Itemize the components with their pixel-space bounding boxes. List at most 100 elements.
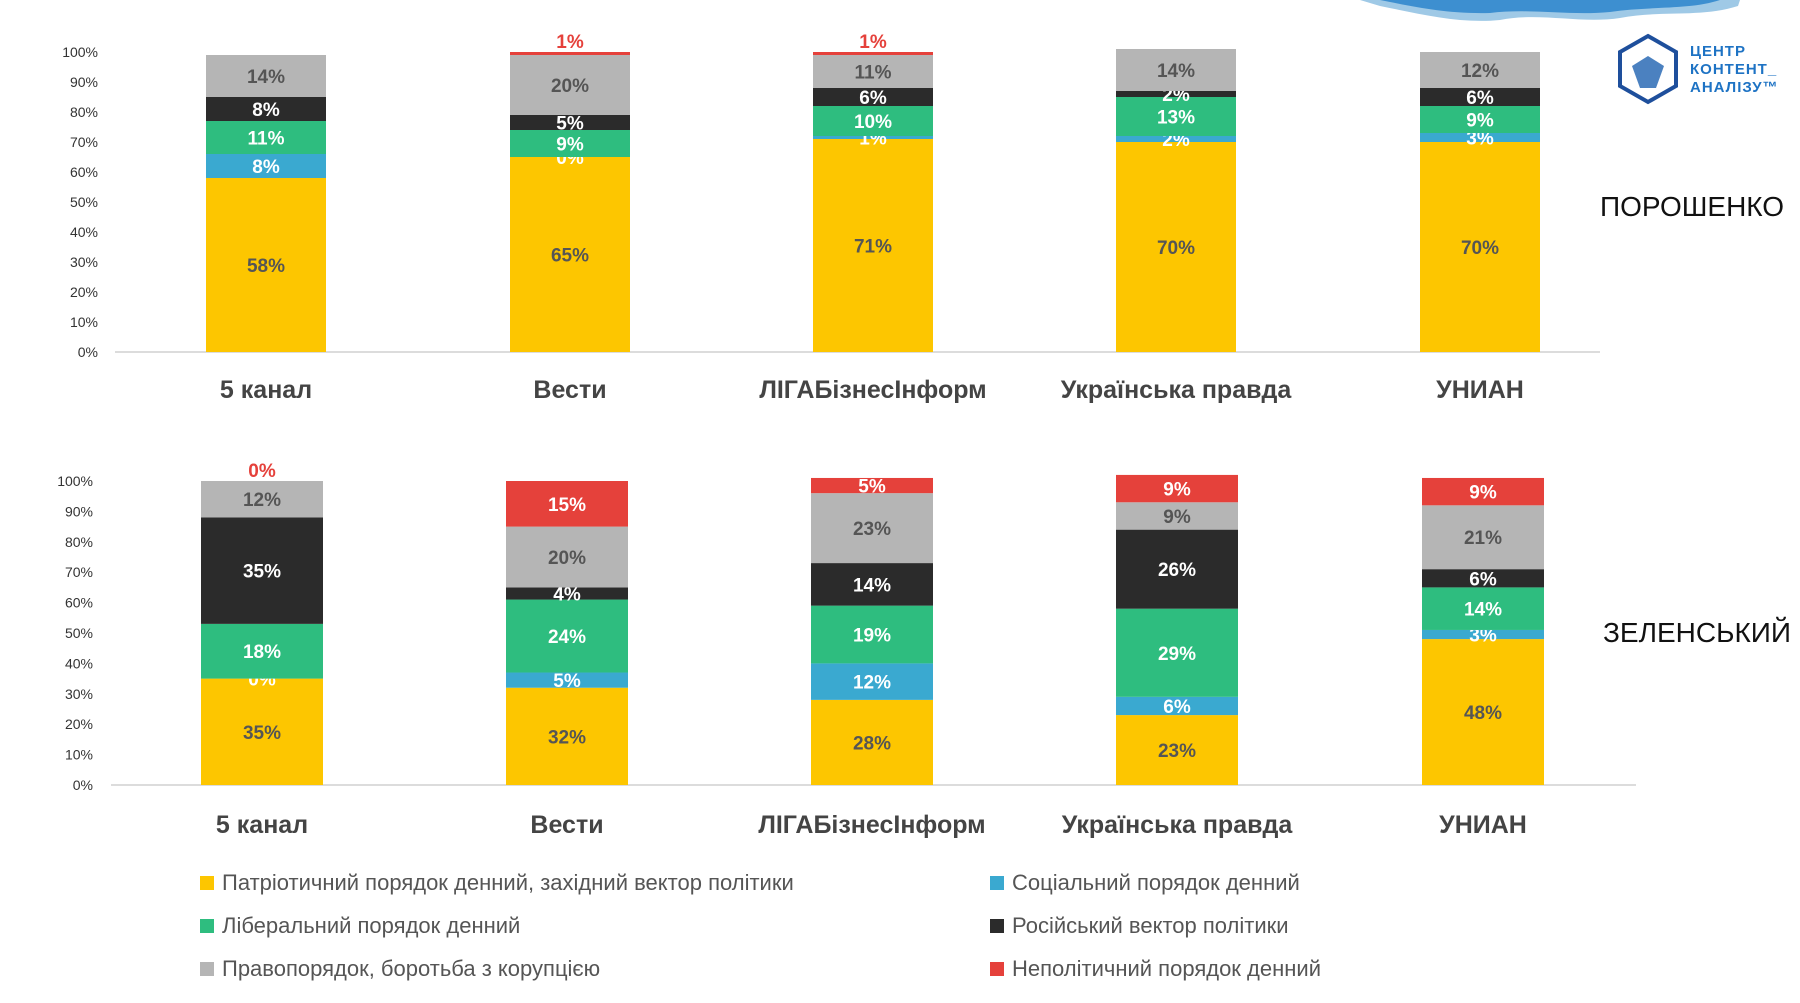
bar-segment-law <box>1420 52 1540 88</box>
bar-segment-russian <box>811 563 933 606</box>
legend-label-patriotic: Патріотичний порядок денний, західний ве… <box>222 870 794 895</box>
data-label-patriotic: 32% <box>548 727 586 748</box>
logo-line-3: АНАЛІЗУ™ <box>1690 79 1779 96</box>
data-label-law: 12% <box>243 490 281 511</box>
legend-swatch-russian <box>990 919 1004 933</box>
data-label-nonpolitical: 1% <box>859 32 887 53</box>
bar-segment-social <box>1420 133 1540 142</box>
legend-item-nonpolitical: Неполітичний порядок денний <box>990 956 1321 982</box>
bar-segment-patriotic <box>1116 715 1238 785</box>
data-label-law: 14% <box>247 67 285 88</box>
bar-segment-liberal <box>1420 106 1540 133</box>
legend-item-social: Соціальний порядок денний <box>990 870 1300 896</box>
bar-segment-patriotic <box>1116 142 1236 352</box>
bar-segment-russian <box>1116 91 1236 97</box>
bar-segment-law <box>201 481 323 518</box>
category-label: Українська правда <box>1062 811 1294 839</box>
data-label-patriotic: 71% <box>854 237 892 258</box>
legend-label-nonpolitical: Неполітичний порядок денний <box>1012 956 1321 981</box>
chart-poroshenko: ПОРОШЕНКО 0% 10% 20% 30% 40% 50% 60% 70% 80% 90% 1… <box>62 32 1784 404</box>
data-label-russian: 6% <box>1466 88 1494 109</box>
data-label-nonpolitical: 5% <box>858 477 886 498</box>
data-label-nonpolitical: 15% <box>548 495 586 516</box>
legend-item-russian: Російський вектор політики <box>990 913 1289 939</box>
bar-segment-social <box>1116 136 1236 142</box>
bar-segment-liberal <box>1422 587 1544 630</box>
data-label-patriotic: 58% <box>247 256 285 277</box>
category-label: 5 канал <box>216 811 308 839</box>
data-label-patriotic: 28% <box>853 733 891 754</box>
data-label-social: 12% <box>853 673 891 694</box>
bar-segment-nonpolitical <box>506 481 628 527</box>
data-label-law: 20% <box>551 76 589 97</box>
data-label-law: 12% <box>1461 61 1499 82</box>
data-label-liberal: 14% <box>1464 600 1502 621</box>
data-label-patriotic: 70% <box>1157 238 1195 259</box>
data-label-patriotic: 48% <box>1464 703 1502 724</box>
data-label-liberal: 24% <box>548 627 586 648</box>
bar-segment-law <box>1116 502 1238 530</box>
data-label-law: 11% <box>855 63 892 84</box>
data-label-russian: 35% <box>243 562 281 583</box>
bar-segment-liberal <box>206 121 326 154</box>
data-label-liberal: 10% <box>854 112 892 133</box>
y-tick-label: 0% <box>78 344 98 360</box>
legend-label-social: Соціальний порядок денний <box>1012 870 1300 895</box>
bar-segment-nonpolitical <box>1116 474 1238 503</box>
center-content-analysis-logo: ЦЕНТР КОНТЕНТ_ АНАЛІЗУ™ <box>1618 33 1779 105</box>
data-label-russian: 26% <box>1158 560 1196 581</box>
data-label-patriotic: 23% <box>1158 741 1196 762</box>
logo-line-1: ЦЕНТР <box>1690 43 1746 60</box>
legend-item-liberal: Ліберальний порядок денний <box>200 913 520 939</box>
data-label-social: 5% <box>553 671 581 692</box>
bar-segment-patriotic <box>201 678 323 785</box>
legend-label-russian: Російський вектор політики <box>1012 913 1289 938</box>
data-label-law: 9% <box>1163 507 1191 528</box>
y-tick-label: 100% <box>57 473 93 489</box>
bar-segment-russian <box>506 587 628 600</box>
y-tick-label: 20% <box>65 716 93 732</box>
data-label-law: 14% <box>1157 61 1195 82</box>
shield-logo-icon <box>1618 33 1678 105</box>
data-label-russian: 14% <box>853 575 891 596</box>
bar-segment-liberal <box>813 106 933 136</box>
data-label-law: 23% <box>853 519 891 540</box>
y-tick-label: 90% <box>65 503 93 519</box>
legend-swatch-liberal <box>200 919 214 933</box>
data-label-liberal: 18% <box>243 642 281 663</box>
bar-segment-patriotic <box>506 687 628 785</box>
y-tick-label: 30% <box>70 254 98 270</box>
legend-item-law: Правопорядок, боротьба з корупцією <box>200 956 600 982</box>
legend-swatch-nonpolitical <box>990 962 1004 976</box>
bar-segment-russian <box>1420 88 1540 106</box>
y-tick-label: 80% <box>65 534 93 550</box>
bar-segment-liberal <box>506 599 628 673</box>
bar-segment-law <box>811 493 933 564</box>
data-label-nonpolitical: 9% <box>1469 483 1497 504</box>
category-label: Українська правда <box>1061 376 1293 404</box>
y-tick-label: 30% <box>65 686 93 702</box>
bar-segment-social <box>1116 696 1238 716</box>
data-label-social: 8% <box>252 157 280 178</box>
data-label-patriotic: 65% <box>551 246 589 267</box>
bar-segment-social <box>1422 629 1544 640</box>
y-tick-label: 70% <box>70 134 98 150</box>
legend-label-liberal: Ліберальний порядок денний <box>222 913 521 938</box>
bar-segment-law <box>1422 505 1544 570</box>
bar-segment-patriotic <box>811 699 933 785</box>
bar-segment-patriotic <box>1422 639 1544 785</box>
bar-segment-liberal <box>1116 608 1238 697</box>
category-label: Вести <box>530 811 603 839</box>
data-label-liberal: 9% <box>556 135 584 156</box>
y-tick-label: 10% <box>65 747 93 763</box>
data-label-nonpolitical: 9% <box>1163 480 1191 501</box>
bar-segment-russian <box>201 517 323 624</box>
data-label-russian: 4% <box>553 584 581 605</box>
y-tick-label: 40% <box>70 224 98 240</box>
data-label-liberal: 19% <box>853 626 891 647</box>
y-tick-label: 60% <box>70 164 98 180</box>
y-tick-label: 60% <box>65 595 93 611</box>
legend-swatch-patriotic <box>200 876 214 890</box>
data-label-social: 3% <box>1466 129 1494 150</box>
legend-item-patriotic: Патріотичний порядок денний, західний ве… <box>200 870 794 896</box>
